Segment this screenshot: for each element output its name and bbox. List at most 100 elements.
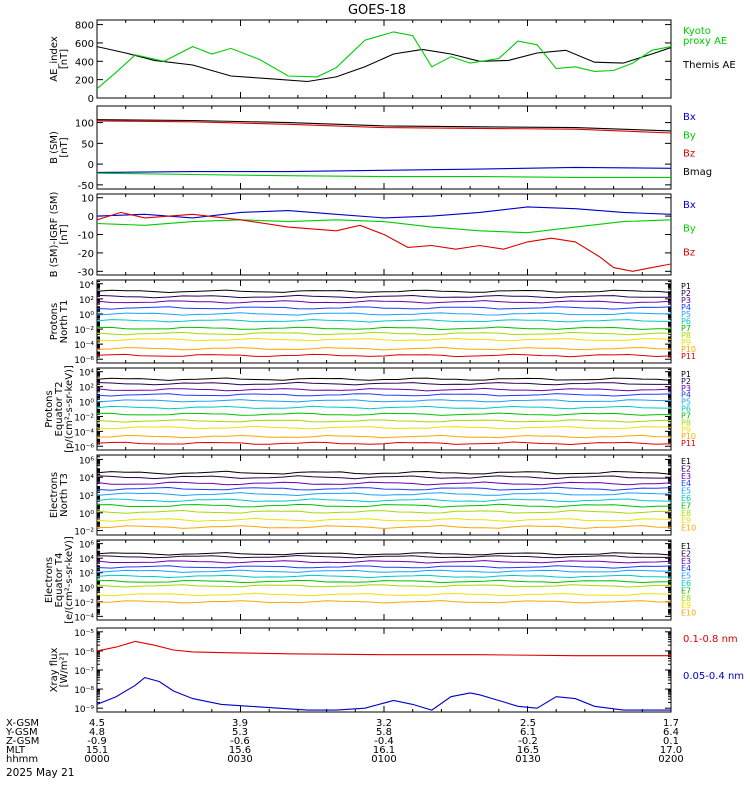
channel-line <box>97 434 671 439</box>
channel-legend-label: E4 <box>681 479 691 488</box>
channel-line <box>97 419 671 423</box>
series-line <box>97 166 671 173</box>
data-group <box>97 552 671 604</box>
y-tick-label: 10⁰ <box>79 311 94 321</box>
y-axis-label: North T1 <box>59 300 70 344</box>
series-line <box>97 120 671 134</box>
y-axis-label: Equator T4 <box>54 553 65 608</box>
series-line <box>97 640 671 657</box>
channel-legend-label: P9 <box>681 425 691 434</box>
channel-line <box>97 565 671 569</box>
y-tick-label: 10⁴ <box>79 474 94 484</box>
channel-line <box>97 552 671 556</box>
panel-frame <box>96 539 672 621</box>
channel-line <box>97 475 671 480</box>
channel-line <box>97 503 671 508</box>
panel-frame <box>96 19 672 99</box>
y-tick-label: 10⁻⁶ <box>74 356 94 366</box>
channel-legend-label: P2 <box>681 289 691 298</box>
footer-value: -0.4 <box>374 736 394 747</box>
y-axis-label: Electrons <box>49 472 60 518</box>
footer-value: 0030 <box>227 754 252 765</box>
y-tick-label: 10⁴ <box>79 369 94 379</box>
legend-label: Bx <box>683 112 696 123</box>
channel-legend-label: E10 <box>681 609 696 618</box>
data-group <box>97 206 671 272</box>
channel-legend-label: E3 <box>681 557 691 566</box>
y-axis-label: Protons <box>49 303 60 340</box>
y-tick-label: 10⁰ <box>79 584 94 594</box>
y-axis-label: [W/m²] <box>59 652 70 687</box>
y-axis-label: B (SM)-IGRF (SM) <box>49 192 60 278</box>
legend-label: 0.05-0.4 nm <box>683 671 744 682</box>
legend-label: Themis AE <box>682 60 736 71</box>
y-tick-label: 10⁰ <box>79 399 94 409</box>
footer-value: -0.2 <box>518 736 538 747</box>
y-axis-label: [e/(cm²-s-sr-keV)] <box>64 536 75 624</box>
y-tick-label: 10⁻⁷ <box>74 667 94 677</box>
footer-value: 6.1 <box>520 727 536 738</box>
data-group <box>97 119 671 178</box>
channel-line <box>97 399 671 403</box>
channel-line <box>97 353 671 358</box>
y-tick-label: 800 <box>75 21 94 32</box>
channel-line <box>97 326 671 331</box>
footer-value: 15.1 <box>86 745 108 756</box>
series-line <box>97 46 671 83</box>
channel-legend-label: P5 <box>681 310 691 319</box>
footer-value: 2.5 <box>520 718 536 729</box>
channel-legend-label: E4 <box>681 564 691 573</box>
footer-value: 1.7 <box>663 718 679 729</box>
y-axis-label: AE_index <box>49 36 60 82</box>
panel-8: 10⁻⁹ 10⁻⁸ 10⁻⁷ 10⁻⁶ 10⁻⁵ Xray flux [W/m²] 0.1-0… <box>49 627 744 715</box>
channel-legend-label: E1 <box>681 542 691 551</box>
footer-value: 0100 <box>371 754 396 765</box>
data-group <box>97 377 671 446</box>
data-group <box>97 289 671 358</box>
channel-line <box>97 481 671 486</box>
y-tick-label: 10⁻² <box>74 599 94 609</box>
channel-legend-label: P5 <box>681 398 691 407</box>
channel-line <box>97 470 671 475</box>
channel-legend-label: P4 <box>681 391 691 400</box>
footer-value: 3.9 <box>232 718 248 729</box>
footer-value: -0.6 <box>230 736 250 747</box>
panel-3: -30 -20 -10 0 10 B (SM)-IGRF (SM) [nT] Bx By Bz <box>49 192 696 279</box>
y-tick-label: 10² <box>79 570 94 580</box>
channel-line <box>97 517 671 522</box>
footer-value: 0000 <box>84 754 109 765</box>
channel-line <box>97 441 671 446</box>
y-tick-label: 10² <box>79 384 94 394</box>
footer-value: 5.3 <box>232 727 248 738</box>
channel-legend-label: P1 <box>681 282 691 291</box>
footer-value: 4.8 <box>89 727 105 738</box>
channel-line <box>97 412 671 416</box>
y-tick-label: 10⁻² <box>74 413 94 423</box>
channel-line <box>97 331 671 336</box>
footer-value: 4.5 <box>89 718 105 729</box>
series-line <box>97 31 671 90</box>
channel-line <box>97 377 671 381</box>
legend-label: Bz <box>683 247 695 258</box>
channel-line <box>97 584 671 588</box>
footer-row-label: Z-GSM <box>6 736 39 747</box>
channel-legend-label: P3 <box>681 296 691 305</box>
channel-legend-label: P9 <box>681 338 691 347</box>
y-tick-label: 0 <box>88 94 94 105</box>
channel-legend-label: E9 <box>681 516 691 525</box>
legend-label: Bx <box>683 200 696 211</box>
channel-legend-label: E8 <box>681 509 691 518</box>
channel-line <box>97 574 671 579</box>
channel-line <box>97 592 671 597</box>
y-tick-label: 10⁴ <box>79 281 94 291</box>
footer-value: 5.8 <box>376 727 392 738</box>
legend-label: proxy AE <box>683 36 727 47</box>
y-tick-label: 10 <box>81 194 94 205</box>
footer-value: 0.1 <box>663 736 679 747</box>
channel-line <box>97 560 671 564</box>
y-tick-label: -30 <box>78 267 94 278</box>
y-tick-label: 10⁶ <box>79 541 94 551</box>
